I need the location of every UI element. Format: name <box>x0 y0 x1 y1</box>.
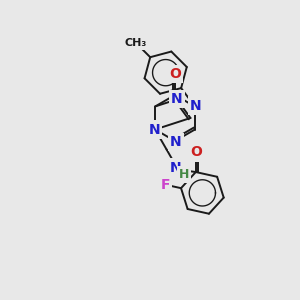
Text: N: N <box>171 92 183 106</box>
Text: N: N <box>169 160 181 175</box>
Text: F: F <box>160 178 170 192</box>
Text: H: H <box>179 168 189 181</box>
Text: O: O <box>190 146 202 160</box>
Text: N: N <box>190 98 202 112</box>
Text: O: O <box>169 67 181 81</box>
Text: N: N <box>170 135 182 149</box>
Text: N: N <box>148 122 160 136</box>
Text: CH₃: CH₃ <box>124 38 147 48</box>
